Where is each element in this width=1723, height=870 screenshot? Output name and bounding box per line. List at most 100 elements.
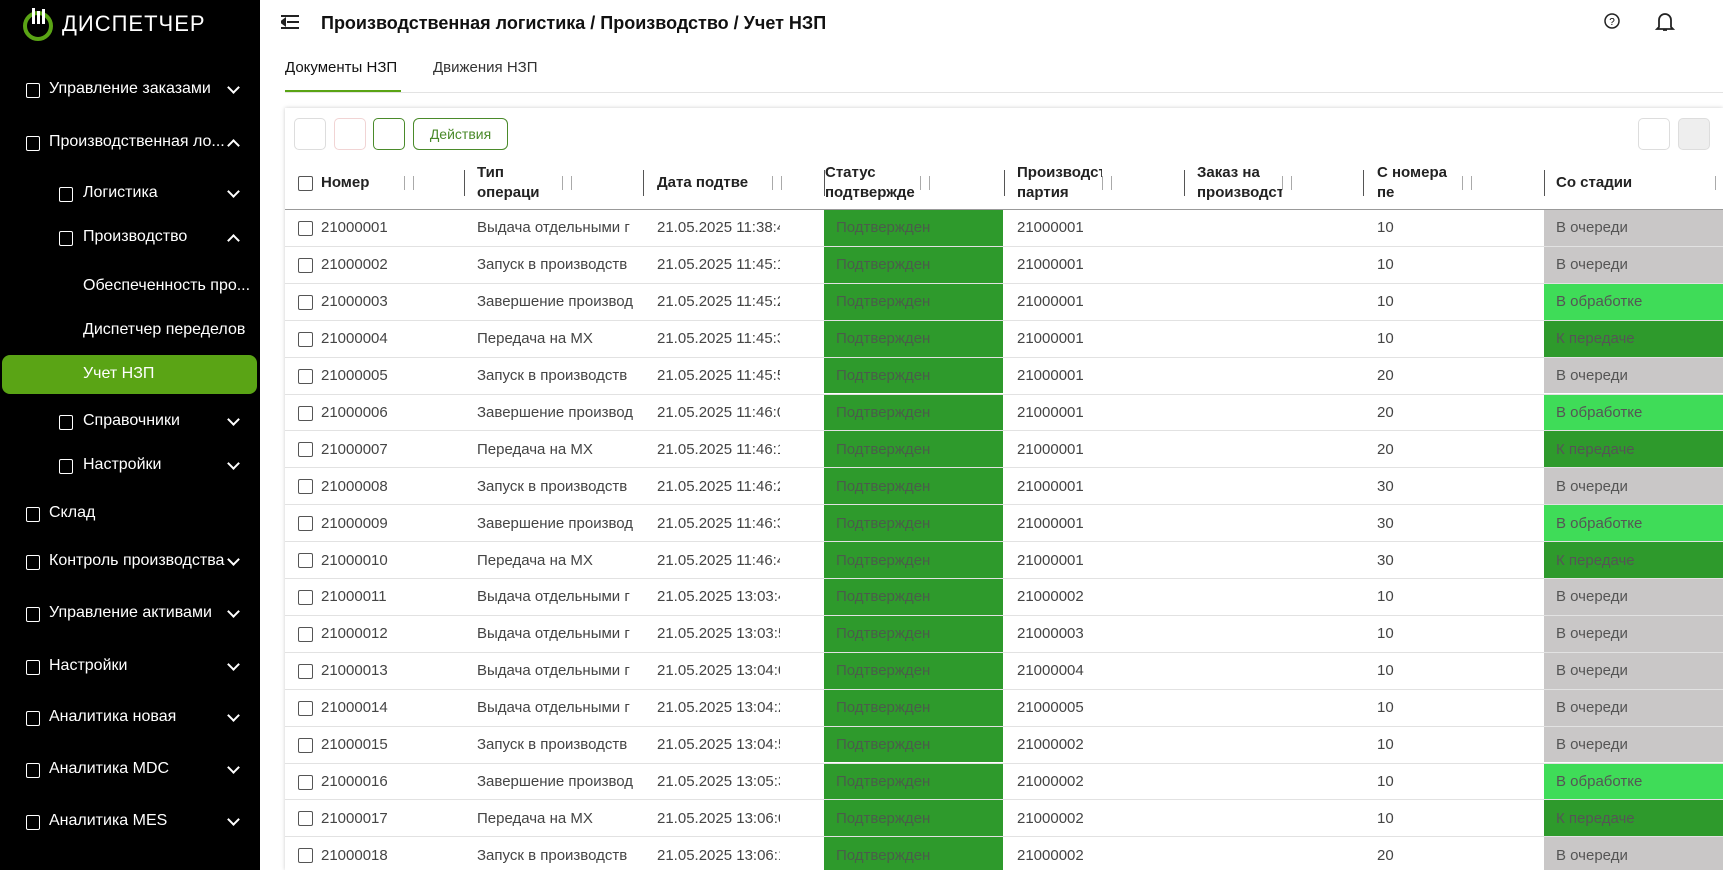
row-border bbox=[285, 762, 1723, 764]
row-checkbox[interactable] bbox=[298, 590, 313, 605]
cell-operation: Завершение производ bbox=[477, 403, 634, 421]
cell-date: 21.05.2025 13:05:37 bbox=[657, 772, 780, 790]
menu-item[interactable]: Диспетчер переделов bbox=[83, 321, 246, 338]
menu-icon bbox=[26, 555, 40, 570]
delete-button[interactable] bbox=[334, 118, 366, 150]
cell-number: 21000007 bbox=[321, 440, 388, 458]
menu-item[interactable]: Настройки bbox=[49, 657, 128, 674]
actions-button[interactable]: Действия bbox=[413, 118, 508, 150]
cell-batch: 21000001 bbox=[1017, 367, 1084, 385]
menu-item[interactable]: Управление заказами bbox=[49, 80, 211, 97]
cell-number: 21000015 bbox=[321, 736, 388, 754]
menu-item[interactable]: Учет НЗП bbox=[83, 365, 155, 382]
cell-from-number: 20 bbox=[1377, 846, 1394, 864]
refresh-button[interactable] bbox=[373, 118, 405, 150]
row-border bbox=[285, 725, 1723, 727]
row-border bbox=[285, 430, 1723, 432]
row-checkbox[interactable] bbox=[298, 737, 313, 753]
cell-stage: В очереди bbox=[1544, 615, 1723, 652]
menu-item[interactable]: Аналитика MES bbox=[49, 812, 168, 829]
cell-status: Подтвержден bbox=[824, 246, 1003, 283]
cell-stage: В очереди bbox=[1544, 726, 1723, 763]
row-checkbox[interactable] bbox=[298, 700, 313, 716]
menu-item[interactable]: Настройки bbox=[83, 456, 162, 473]
row-checkbox[interactable] bbox=[298, 368, 313, 384]
cell-from-number: 10 bbox=[1377, 736, 1394, 754]
menu-item[interactable]: Аналитика MDC bbox=[49, 760, 170, 777]
header-checkbox[interactable] bbox=[298, 176, 313, 191]
menu-item[interactable]: Контроль производства bbox=[49, 552, 225, 569]
cell-stage: В обработке bbox=[1544, 283, 1723, 320]
cell-date: 21.05.2025 13:04:05 bbox=[657, 662, 780, 680]
cell-batch: 21000001 bbox=[1017, 403, 1084, 421]
cell-batch: 21000002 bbox=[1017, 772, 1084, 790]
column-header: Заказ на производств bbox=[1197, 164, 1282, 201]
menu-toggle[interactable] bbox=[281, 14, 301, 30]
cell-from-number: 20 bbox=[1377, 440, 1394, 458]
cell-date: 21.05.2025 11:38:44 bbox=[657, 219, 780, 237]
row-checkbox[interactable] bbox=[298, 221, 313, 236]
cell-number: 21000011 bbox=[321, 588, 387, 606]
edit-button[interactable] bbox=[294, 118, 326, 150]
row-checkbox[interactable] bbox=[298, 479, 313, 495]
row-checkbox[interactable] bbox=[298, 331, 313, 347]
row-border bbox=[285, 836, 1723, 838]
cell-from-number: 10 bbox=[1377, 256, 1394, 274]
row-checkbox[interactable] bbox=[298, 257, 313, 273]
cell-number: 21000003 bbox=[321, 293, 388, 311]
menu-item[interactable]: Справочники bbox=[83, 412, 180, 429]
cell-batch: 21000002 bbox=[1017, 736, 1084, 754]
menu-item[interactable]: Логистика bbox=[83, 184, 158, 201]
cell-batch: 21000004 bbox=[1017, 662, 1084, 680]
cell-from-number: 10 bbox=[1377, 588, 1394, 606]
menu-item[interactable]: Склад bbox=[49, 504, 96, 521]
column-header: Тип операци bbox=[477, 164, 540, 201]
tab[interactable]: Движения НЗП bbox=[433, 59, 538, 76]
column-header: Дата подтве bbox=[657, 174, 749, 191]
menu-item[interactable]: Производство bbox=[83, 228, 188, 245]
column-header: Номер bbox=[321, 174, 370, 191]
chevron bbox=[227, 553, 240, 566]
row-checkbox[interactable] bbox=[298, 811, 313, 827]
menu-icon bbox=[59, 415, 73, 430]
cell-from-number: 30 bbox=[1377, 551, 1394, 569]
row-checkbox[interactable] bbox=[298, 553, 313, 569]
menu-item[interactable]: Обеспеченность про... bbox=[83, 277, 251, 294]
cell-status: Подтвержден bbox=[824, 800, 1003, 837]
sort-icon bbox=[920, 176, 930, 190]
cell-operation: Завершение производ bbox=[477, 772, 634, 790]
tab[interactable]: Документы НЗП bbox=[285, 59, 398, 76]
row-checkbox[interactable] bbox=[298, 848, 313, 864]
bell-icon[interactable] bbox=[1655, 11, 1675, 33]
row-border bbox=[285, 651, 1723, 653]
help-icon[interactable]: ? bbox=[1603, 12, 1621, 30]
column-separator bbox=[824, 170, 825, 196]
row-checkbox[interactable] bbox=[298, 663, 313, 679]
cell-batch: 21000003 bbox=[1017, 625, 1084, 643]
row-checkbox[interactable] bbox=[298, 516, 313, 532]
row-checkbox[interactable] bbox=[298, 405, 313, 421]
row-checkbox[interactable] bbox=[298, 442, 313, 458]
row-border bbox=[285, 356, 1723, 358]
column-separator bbox=[464, 170, 465, 196]
logo-icon bbox=[23, 8, 53, 41]
row-checkbox[interactable] bbox=[298, 774, 313, 790]
export-button[interactable] bbox=[1678, 118, 1710, 150]
row-border bbox=[285, 614, 1723, 616]
cell-batch: 21000001 bbox=[1017, 293, 1084, 311]
menu-item[interactable]: Аналитика новая bbox=[49, 708, 177, 725]
menu-icon bbox=[26, 83, 40, 98]
row-checkbox[interactable] bbox=[298, 626, 313, 642]
row-border bbox=[285, 282, 1723, 284]
row-checkbox[interactable] bbox=[298, 294, 313, 310]
menu-item[interactable]: Производственная ло... bbox=[49, 133, 225, 150]
search-button[interactable] bbox=[1638, 118, 1670, 150]
menu-icon bbox=[26, 507, 40, 522]
cell-operation: Завершение производ bbox=[477, 293, 634, 311]
column-separator bbox=[1544, 170, 1545, 196]
cell-from-number: 10 bbox=[1377, 662, 1394, 680]
svg-text:?: ? bbox=[1609, 17, 1615, 28]
cell-stage: К передаче bbox=[1544, 431, 1723, 468]
menu-item[interactable]: Управление активами bbox=[49, 604, 212, 621]
logo-text: ДИСПЕТЧЕР bbox=[62, 11, 206, 36]
